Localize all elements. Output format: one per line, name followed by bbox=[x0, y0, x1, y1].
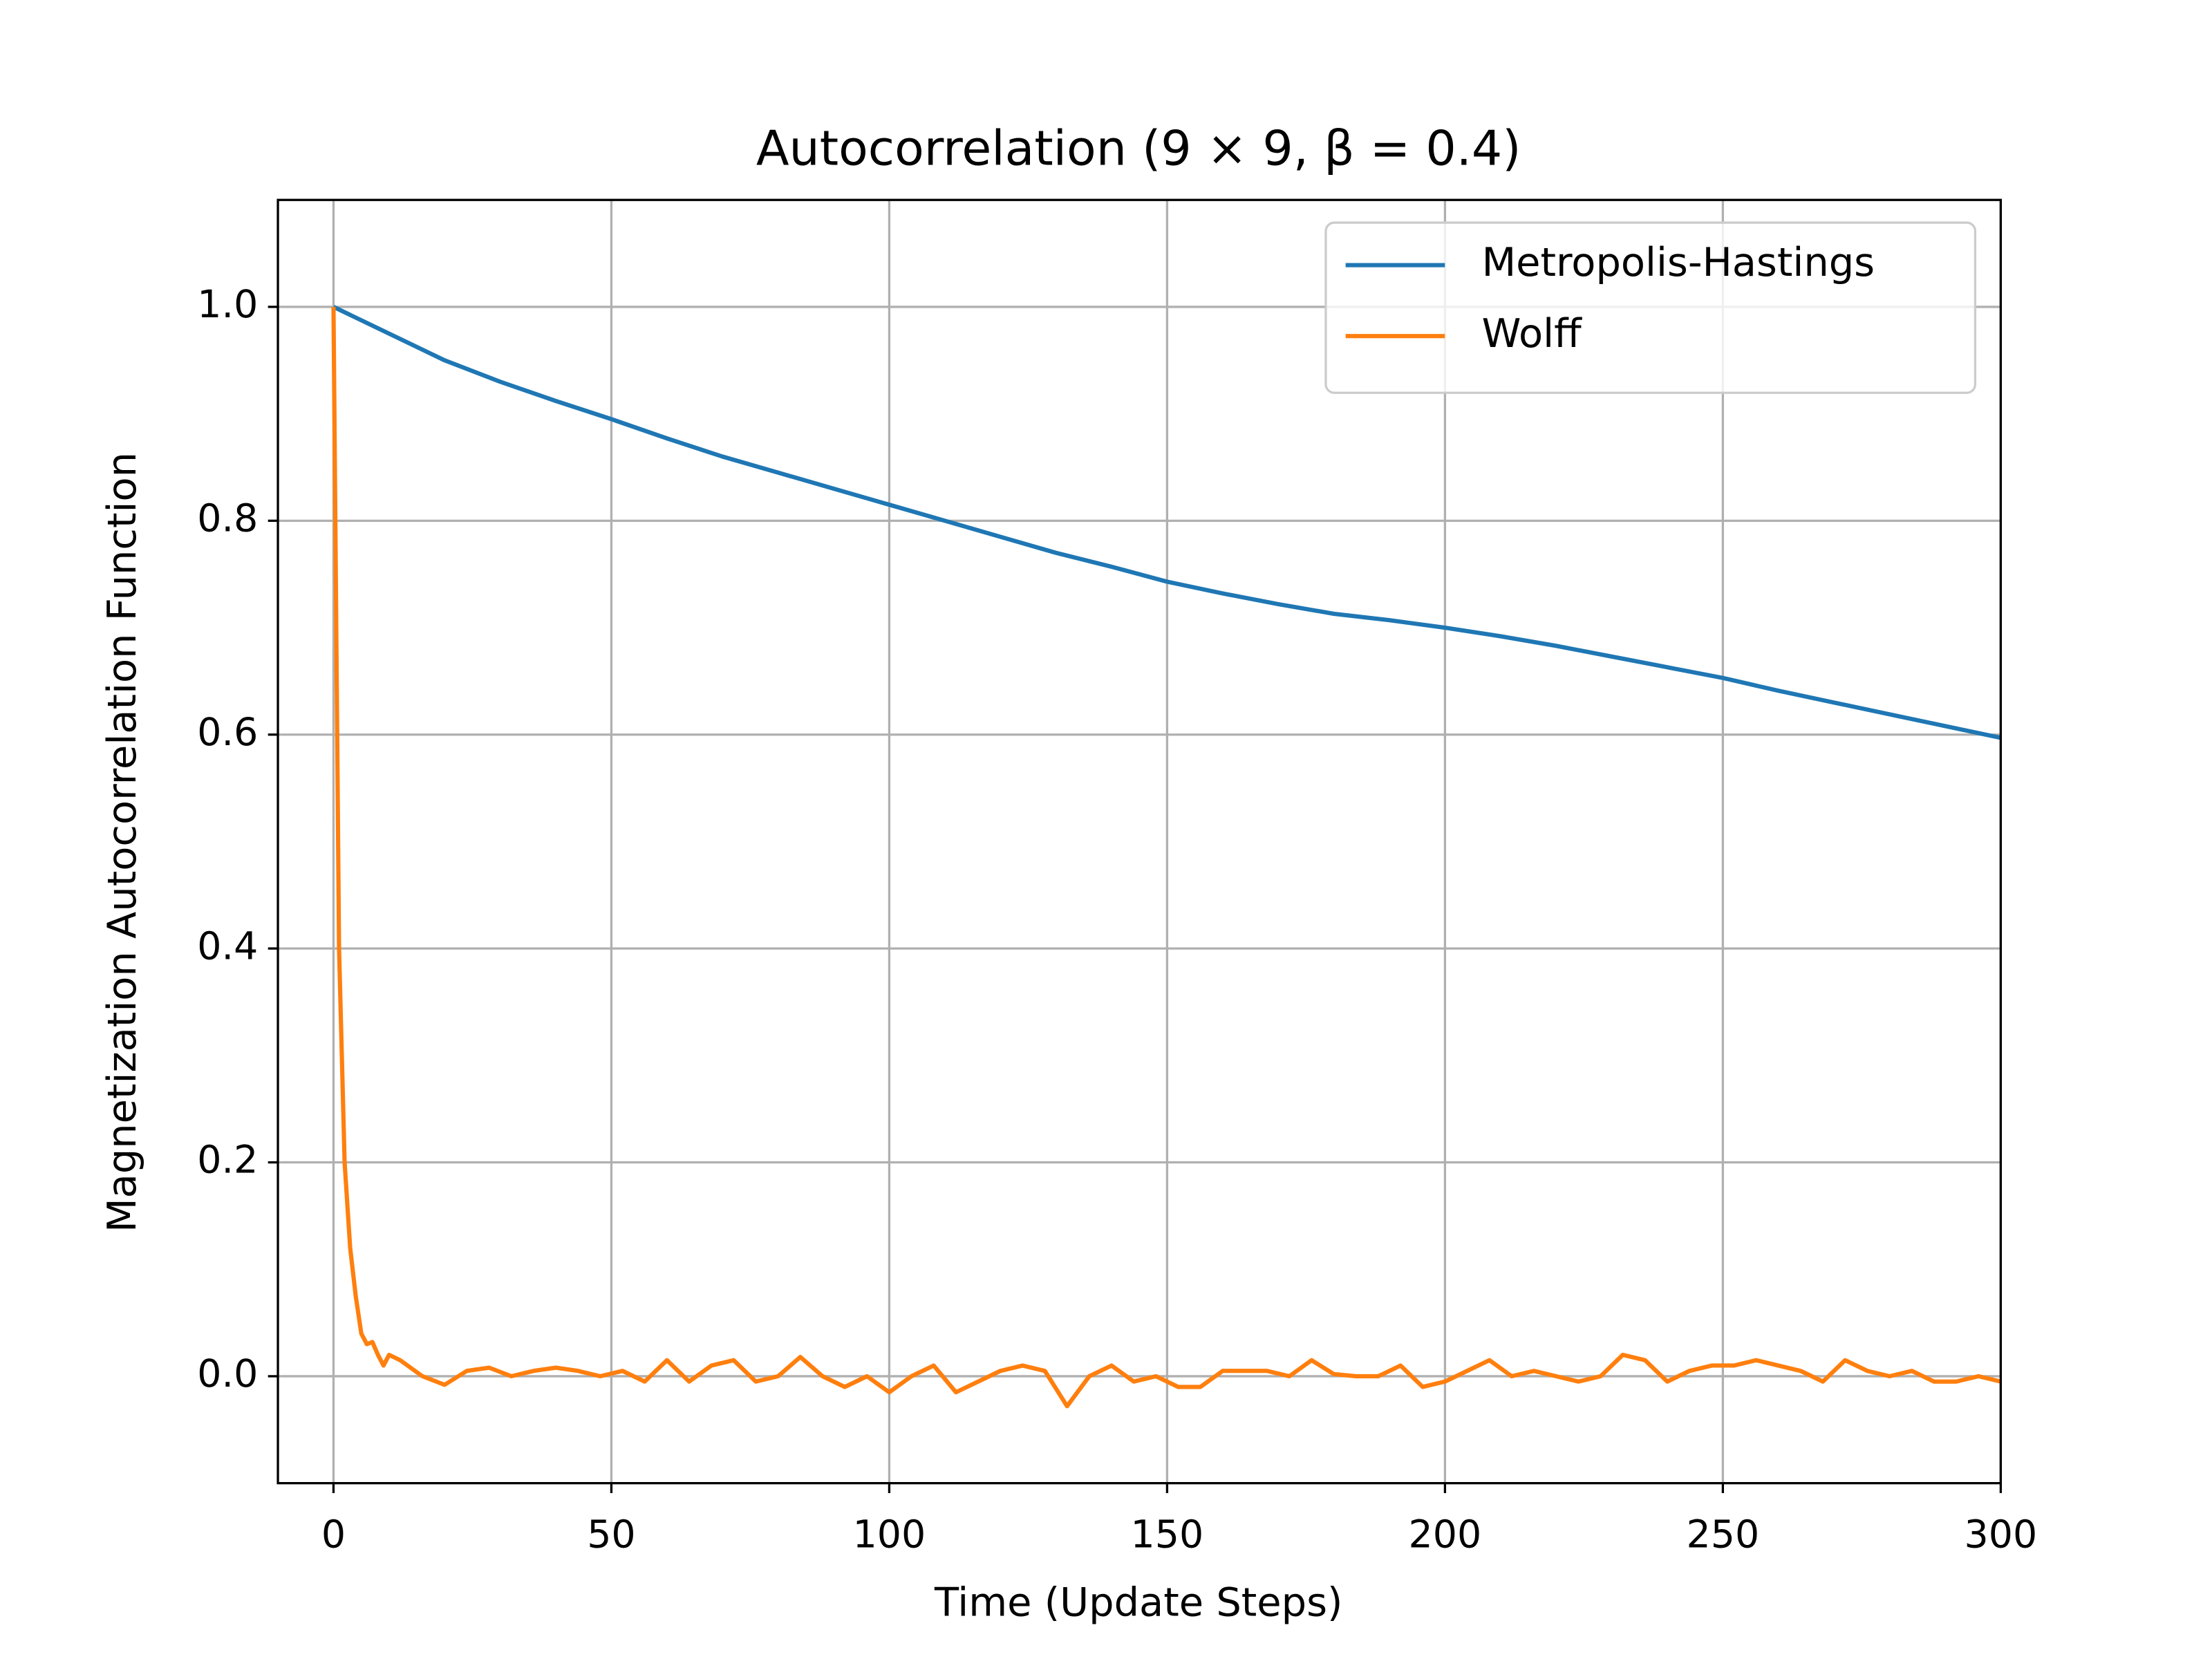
legend-label: Metropolis-Hastings bbox=[1482, 239, 1875, 285]
x-tick-label: 100 bbox=[853, 1513, 926, 1557]
series-line bbox=[332, 305, 2001, 740]
y-axis-label: Magnetization Autocorrelation Function bbox=[99, 452, 145, 1232]
x-tick-label: 0 bbox=[321, 1513, 346, 1557]
y-tick-label: 0.6 bbox=[197, 711, 258, 755]
x-tick-label: 50 bbox=[587, 1513, 635, 1557]
legend-box bbox=[1324, 221, 1977, 394]
y-tick-label: 0.4 bbox=[197, 924, 258, 968]
y-tick-label: 0.0 bbox=[197, 1352, 258, 1396]
y-tick-label: 1.0 bbox=[197, 283, 258, 327]
chart-title: Autocorrelation (9 × 9, β = 0.4) bbox=[756, 121, 1521, 177]
x-axis-label: Time (Update Steps) bbox=[934, 1580, 1342, 1626]
x-tick-label: 200 bbox=[1409, 1513, 1482, 1557]
plot-frame bbox=[276, 198, 2002, 1485]
legend-label: Wolff bbox=[1482, 310, 1582, 357]
x-tick-label: 150 bbox=[1131, 1513, 1204, 1557]
series-line bbox=[331, 306, 2001, 1409]
y-tick-label: 0.8 bbox=[197, 496, 258, 541]
x-tick-label: 250 bbox=[1687, 1513, 1760, 1557]
x-tick-label: 300 bbox=[1965, 1513, 2038, 1557]
y-tick-label: 0.2 bbox=[197, 1138, 258, 1183]
